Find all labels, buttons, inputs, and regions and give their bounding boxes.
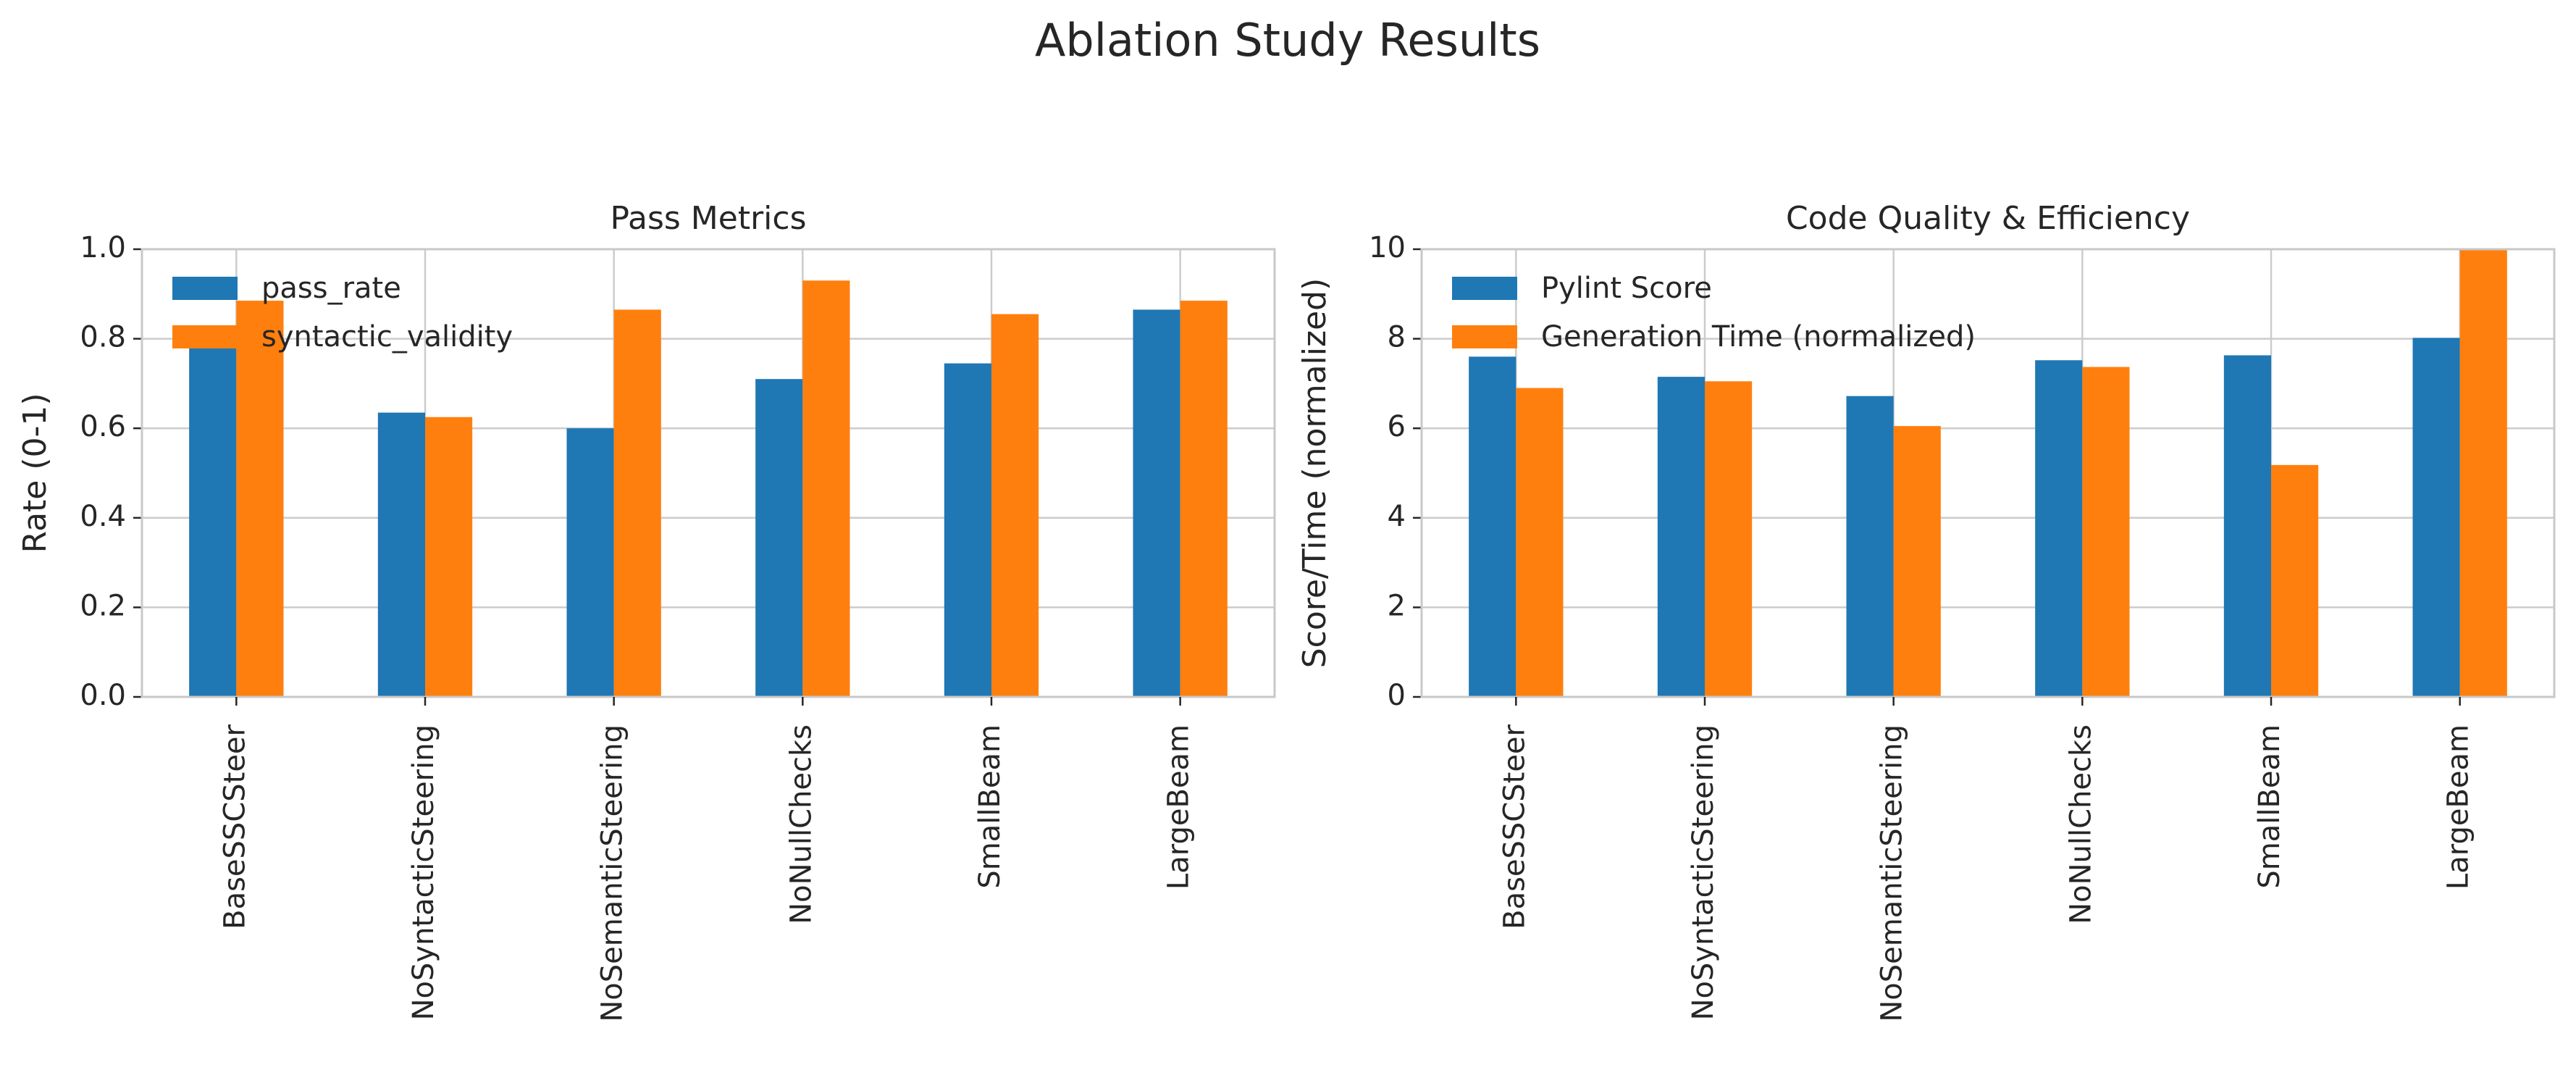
x-tick-label: SmallBeam	[2253, 724, 2286, 889]
legend-label: Generation Time (normalized)	[1541, 320, 1976, 354]
bar-pass-rate-nosyntacticsteering	[377, 412, 425, 697]
y-axis-label: Score/Time (normalized)	[1296, 278, 1333, 669]
bar-pass-rate-largebeam	[1133, 309, 1180, 697]
x-tick-label: BaseSSCSteer	[218, 724, 251, 929]
legend-label: Pylint Score	[1541, 272, 1712, 305]
bar-syntactic-validity-smallbeam	[991, 314, 1039, 697]
y-tick-label: 6	[1388, 410, 1406, 443]
bar-pass-rate-smallbeam	[944, 363, 991, 697]
bar-generation-time-normalized--smallbeam	[2271, 464, 2319, 697]
bar-pylint-score-largebeam	[2412, 338, 2460, 697]
bar-pass-rate-nonullchecks	[755, 379, 803, 697]
y-tick-label: 0.8	[80, 321, 126, 354]
y-tick-label: 1.0	[80, 231, 126, 264]
bar-pass-rate-nosemanticsteering	[566, 428, 614, 697]
legend-swatch	[172, 277, 238, 300]
x-tick-label: BaseSSCSteer	[1498, 724, 1531, 929]
y-tick-label: 0.6	[80, 410, 126, 443]
bar-generation-time-normalized--nonullchecks	[2082, 367, 2130, 697]
legend-label: pass_rate	[261, 272, 401, 305]
chart-panel-1: 0.0 0.2 0.4 0.6 0.8 1.0 BaseSSCSteer NoSyntacti…	[17, 200, 1276, 1022]
y-tick-label: 10	[1369, 231, 1406, 264]
x-tick-label: NoSyntacticSteering	[407, 724, 440, 1020]
bar-syntactic-validity-nonullchecks	[802, 280, 850, 697]
x-tick-label: NoSyntacticSteering	[1687, 724, 1720, 1020]
x-tick-label: NoNullChecks	[2064, 724, 2097, 924]
bar-syntactic-validity-nosemanticsteering	[613, 309, 661, 697]
x-tick-label: NoNullChecks	[784, 724, 818, 924]
bar-generation-time-normalized--nosyntacticsteering	[1705, 381, 1753, 697]
x-tick-label: SmallBeam	[973, 724, 1007, 889]
y-tick-label: 0	[1388, 679, 1406, 712]
y-axis-label: Rate (0-1)	[17, 393, 54, 553]
y-tick-label: 8	[1388, 321, 1406, 354]
bar-pass-rate-basesscsteer	[189, 338, 237, 697]
y-tick-label: 4	[1388, 500, 1406, 533]
panel-title: Code Quality & Efficiency	[1786, 200, 2190, 237]
legend: Pylint Score Generation Time (normalized)	[1452, 272, 1976, 354]
bar-syntactic-validity-basesscsteer	[236, 301, 284, 697]
panel-title: Pass Metrics	[610, 200, 806, 237]
legend-swatch	[1452, 325, 1517, 348]
legend: pass_rate syntactic_validity	[172, 272, 513, 354]
bar-generation-time-normalized--nosemanticsteering	[1893, 426, 1941, 697]
x-tick-label: LargeBeam	[1162, 724, 1196, 890]
plot-frame	[1420, 248, 2556, 698]
plot-frame	[140, 248, 1276, 698]
y-tick-label: 0.4	[80, 500, 126, 533]
bar-pylint-score-nonullchecks	[2035, 360, 2083, 697]
legend-swatch	[172, 325, 238, 348]
legend-label: syntactic_validity	[261, 320, 513, 354]
x-tick-label: NoSemanticSteering	[1876, 724, 1909, 1022]
y-tick-label: 0.2	[80, 589, 126, 622]
legend-swatch	[1452, 277, 1517, 300]
bar-syntactic-validity-nosyntacticsteering	[425, 417, 473, 697]
bar-generation-time-normalized--basesscsteer	[1516, 388, 1564, 697]
bar-pylint-score-basesscsteer	[1469, 356, 1516, 697]
bar-syntactic-validity-largebeam	[1180, 301, 1228, 697]
bar-generation-time-normalized--largebeam	[2459, 249, 2507, 697]
bar-pylint-score-smallbeam	[2223, 355, 2271, 697]
bar-pylint-score-nosyntacticsteering	[1657, 377, 1705, 697]
x-tick-label: NoSemanticSteering	[596, 724, 629, 1022]
y-tick-label: 0.0	[80, 679, 126, 712]
y-tick-label: 2	[1388, 589, 1406, 622]
bar-pylint-score-nosemanticsteering	[1846, 396, 1894, 697]
figure-title: Ablation Study Results	[1035, 14, 1540, 67]
chart-panel-2: 0 2 4 6 8 10 BaseSSCSteer NoSyntacticSteering No…	[1296, 200, 2556, 1022]
x-tick-label: LargeBeam	[2442, 724, 2475, 890]
